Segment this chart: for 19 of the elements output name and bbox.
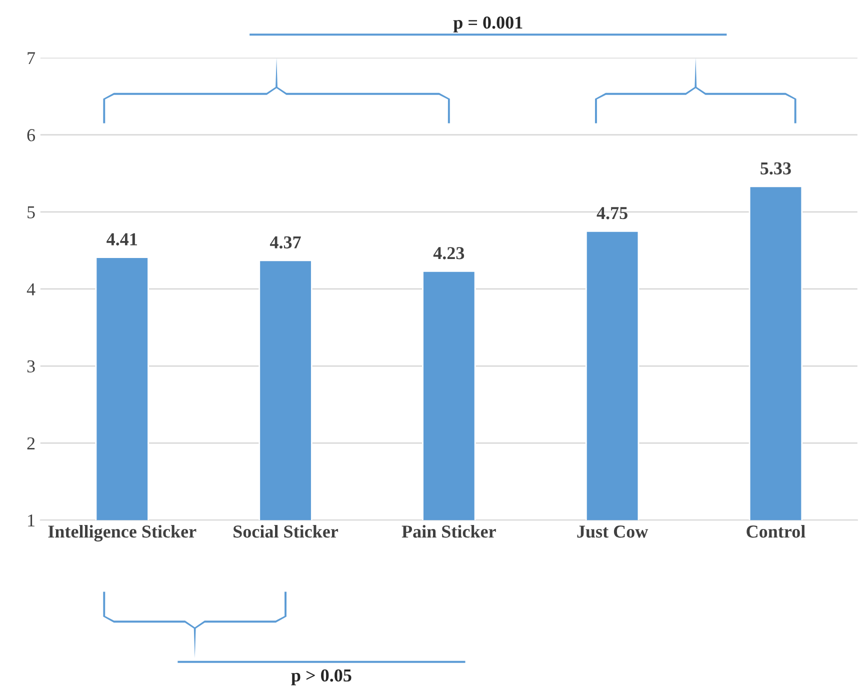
text: p > 0.05	[291, 669, 352, 686]
y-tick-label: 4	[26, 283, 36, 296]
y-tick-label: 6	[27, 129, 36, 142]
y-tick-label: 3	[27, 360, 35, 372]
x-tick-label: Social Sticker	[234, 524, 338, 538]
y-tick-label: 5	[28, 206, 35, 218]
x-tick-label: Just Cow	[577, 526, 648, 538]
x-tick-label: Intelligence Sticker	[48, 524, 196, 542]
data-label: 4.23	[433, 247, 464, 260]
y-tick-label: 2	[27, 437, 35, 450]
y-tick-label: 7	[28, 52, 36, 64]
data-label: 5.33	[760, 162, 791, 175]
x-tick-label: Pain Sticker	[402, 524, 496, 538]
y-tick-label: 1	[28, 514, 34, 526]
text: p = 0.001	[453, 16, 522, 32]
x-tick-label: Control	[746, 524, 806, 538]
data-label: 4.37	[270, 236, 301, 249]
data-label: 4.41	[106, 233, 137, 246]
data-label: 4.75	[596, 207, 628, 220]
